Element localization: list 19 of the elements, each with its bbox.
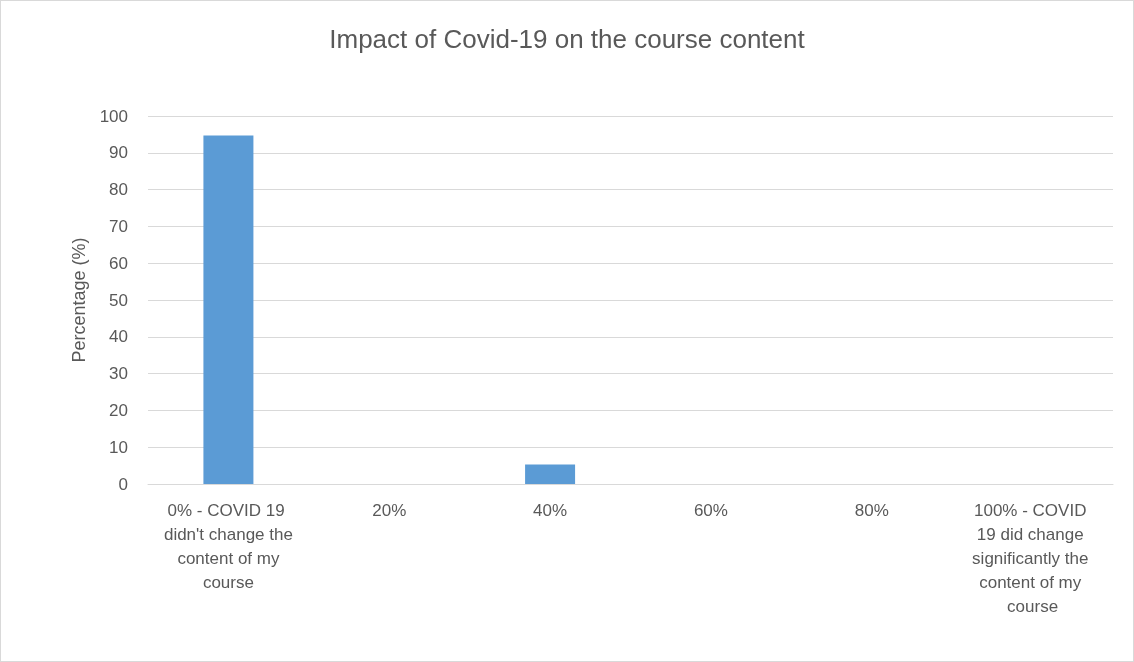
y-tick-label: 80 — [109, 180, 128, 200]
x-tick-label: 60% — [693, 500, 728, 520]
y-tick-label: 40 — [109, 327, 128, 347]
y-tick-label: 30 — [109, 364, 128, 384]
chart-title: Impact of Covid-19 on the course content — [329, 24, 806, 54]
y-tick-label: 60 — [109, 253, 128, 273]
x-tick-label: 40% — [533, 500, 568, 520]
y-tick-label: 90 — [109, 143, 128, 163]
y-axis-title: Percentage (%) — [69, 237, 89, 363]
x-tick-label: 20% — [372, 500, 407, 520]
x-tick-label: 80% — [854, 500, 889, 520]
y-tick-label: 10 — [109, 437, 128, 457]
y-tick-label: 50 — [109, 290, 128, 310]
y-tick-label: 0 — [118, 474, 128, 494]
x-tick-label: 0% - COVID 19 didn't change the content of my course — [163, 500, 293, 592]
x-tick-label: 100% - COVID 19 did change significantly the content of my course — [972, 500, 1094, 616]
y-tick-label: 70 — [109, 216, 128, 236]
y-tick-label: 20 — [109, 400, 128, 420]
y-tick-label: 100 — [99, 106, 128, 126]
